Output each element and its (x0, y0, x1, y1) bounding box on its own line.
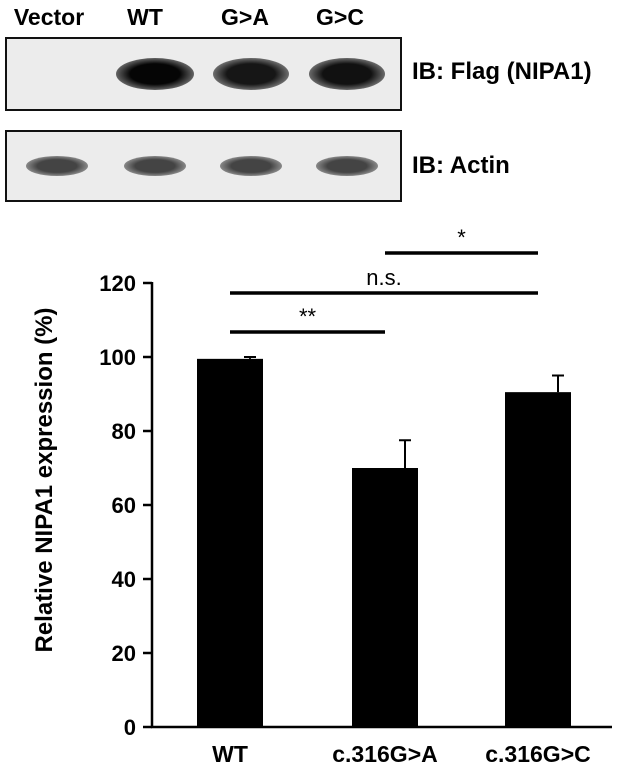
axes-layer: 0 20 40 60 80 100 120 (99, 271, 612, 740)
blot-band (213, 58, 289, 90)
significance-label: n.s. (366, 265, 401, 290)
y-tick-label: 100 (99, 345, 136, 370)
lane-label-vector: Vector (13, 4, 85, 30)
blot-band (25, 156, 89, 176)
y-tick-label: 60 (112, 493, 136, 518)
ib-label-flag: IB: Flag (NIPA1) (412, 58, 592, 85)
y-tick-label: 120 (99, 271, 136, 296)
blot-band (315, 156, 379, 176)
lane-label-wt: WT (127, 4, 163, 30)
x-tick-label: WT (212, 741, 248, 767)
significance-label: * (457, 225, 466, 250)
bar (505, 392, 571, 727)
x-tick-label: c.316G>A (332, 741, 438, 767)
blot-panel-flag (5, 37, 402, 111)
y-axis-label: Relative NIPA1 expression (%) (31, 307, 58, 652)
annotations-layer: ** n.s. * (230, 225, 538, 334)
lane-label-g-a: G>A (221, 4, 269, 30)
y-tick-label: 0 (124, 715, 136, 740)
blot-band (123, 156, 187, 176)
blot-band (308, 58, 386, 90)
lane-label-g-c: G>C (316, 4, 364, 30)
y-tick-label: 20 (112, 641, 136, 666)
significance-label: ** (299, 304, 317, 329)
ib-label-actin: IB: Actin (412, 152, 510, 179)
bar (197, 358, 263, 727)
y-tick-label: 40 (112, 567, 136, 592)
blot-panel-actin (5, 130, 402, 202)
x-tick-label: c.316G>C (485, 741, 591, 767)
bar (352, 468, 418, 727)
y-tick-label: 80 (112, 419, 136, 444)
blot-band (219, 156, 283, 176)
blot-band (116, 58, 194, 90)
bars-layer: WT c.316G>A c.316G>C (197, 356, 591, 767)
